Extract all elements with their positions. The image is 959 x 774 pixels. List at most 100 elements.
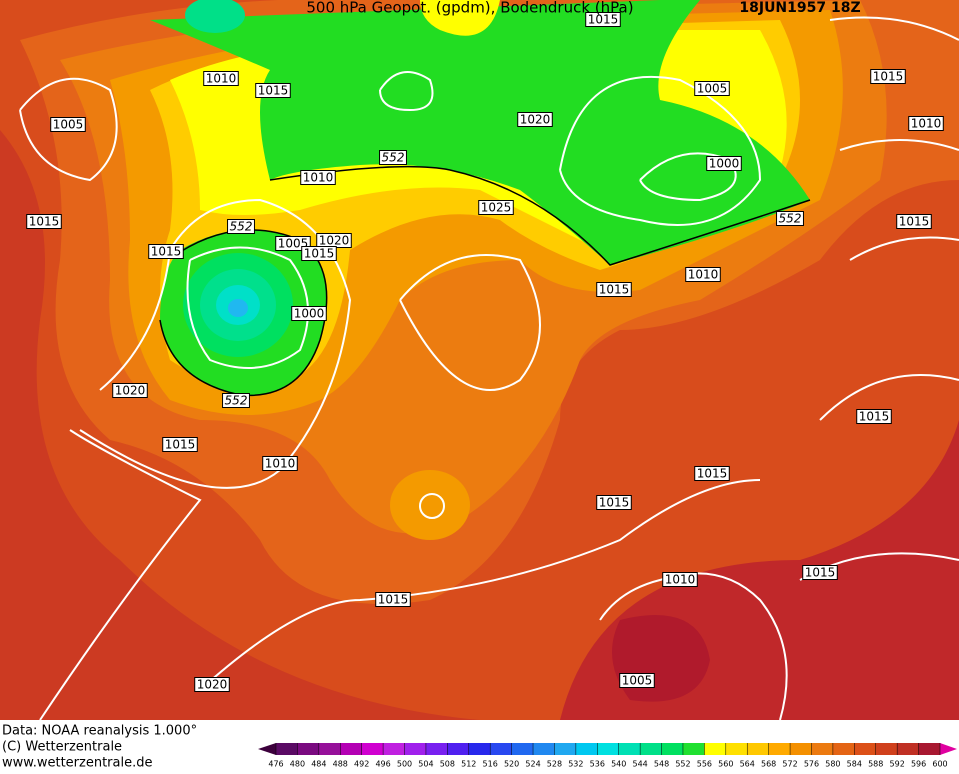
colorbar-swatch — [682, 743, 705, 755]
isobar-label: 1015 — [151, 245, 182, 259]
isobar — [599, 572, 788, 721]
colorbar-label: 504 — [418, 760, 433, 769]
colorbar-swatch — [704, 743, 727, 755]
map-date: 18JUN1957 18Z — [739, 0, 860, 16]
colorbar-swatch — [897, 743, 920, 755]
map-title: 500 hPa Geopot. (gpdm), Bodendruck (hPa) — [306, 0, 633, 17]
footer-source: Data: NOAA reanalysis 1.000° — [2, 724, 197, 739]
label-box — [585, 12, 621, 27]
isobar-label: 1000 — [709, 157, 740, 171]
geopotential-label: 552 — [779, 212, 802, 226]
isobar — [39, 429, 202, 721]
colorbar-swatch — [661, 743, 684, 755]
isobar-label: 1015 — [899, 215, 930, 229]
colorbar-label: 572 — [782, 760, 797, 769]
footer-url[interactable]: www.wetterzentrale.de — [2, 756, 152, 771]
colorbar-label: 500 — [397, 760, 412, 769]
contour-labels: 1015 1010 1015 1005 1015 1005 1020 1010 … — [26, 12, 944, 692]
label-box — [776, 211, 804, 226]
colorbar-swatch — [640, 743, 663, 755]
isobar-label: 1010 — [206, 72, 237, 86]
label-box — [379, 150, 407, 165]
colorbar-swatch — [276, 743, 298, 755]
isobar-label: 1010 — [665, 573, 696, 587]
colorbar-label: 476 — [268, 760, 283, 769]
isobar — [399, 254, 541, 391]
label-box — [596, 495, 632, 510]
isobar-label: 1020 — [197, 678, 228, 692]
label-box — [227, 219, 255, 234]
label-box — [50, 117, 86, 132]
isobar-label: 1010 — [688, 268, 719, 282]
isobar-label: 1020 — [319, 234, 350, 248]
colorbar-label: 524 — [525, 760, 540, 769]
isobar-label: 1005 — [622, 674, 653, 688]
isobar-label: 1015 — [588, 13, 619, 27]
colorbar-label: 512 — [461, 760, 476, 769]
isobar — [79, 198, 352, 489]
geopotential-label: 552 — [225, 394, 248, 408]
colorbar-swatch — [832, 743, 855, 755]
isobar-label: 1020 — [115, 384, 146, 398]
colorbar-swatch — [918, 743, 941, 755]
field — [150, 0, 810, 265]
isobar-label: 1015 — [29, 215, 60, 229]
label-box — [148, 244, 184, 259]
colorbar-label: 580 — [825, 760, 840, 769]
geopotential-label: 552 — [382, 151, 405, 165]
colorbar-swatch — [554, 743, 577, 755]
isobar-label: 1015 — [165, 438, 196, 452]
colorbar-label: 564 — [740, 760, 755, 769]
label-box — [856, 409, 892, 424]
label-box — [112, 383, 148, 398]
colorbar-swatch — [447, 743, 470, 755]
isobar — [186, 246, 309, 369]
label-box — [194, 677, 230, 692]
isobar-label: 1015 — [258, 84, 289, 98]
colorbar-swatch — [725, 743, 748, 755]
colorbar-label: 528 — [547, 760, 562, 769]
isobar — [19, 77, 118, 182]
colorbar-swatch — [511, 743, 534, 755]
isobar-label: 1015 — [304, 247, 335, 261]
colorbar-label: 480 — [290, 760, 305, 769]
colorbar-label: 488 — [333, 760, 348, 769]
colorbar-label: 568 — [761, 760, 776, 769]
label-box — [802, 565, 838, 580]
colorbar-label: 552 — [675, 760, 690, 769]
label-box — [301, 246, 337, 261]
isobar-label: 1015 — [599, 283, 630, 297]
colorbar-label: 484 — [311, 760, 326, 769]
field — [420, 0, 500, 36]
label-box — [291, 306, 327, 321]
isobar — [419, 493, 445, 519]
isobar — [559, 75, 762, 226]
colorbar-label: 588 — [868, 760, 883, 769]
isobar-label: 1020 — [520, 113, 551, 127]
colorbar-swatch — [618, 743, 641, 755]
colorbar-label: 508 — [440, 760, 455, 769]
colorbar-swatch — [597, 743, 620, 755]
isobars — [19, 16, 959, 721]
colorbar-swatch — [490, 743, 513, 755]
colorbar-swatch — [790, 743, 812, 755]
isobar-label: 1005 — [53, 118, 84, 132]
colorbar-swatch — [383, 743, 406, 755]
label-box — [908, 116, 944, 131]
label-box — [26, 214, 62, 229]
label-box — [596, 282, 632, 297]
colorbar-label: 592 — [890, 760, 905, 769]
colorbar-swatch — [875, 743, 898, 755]
isobar — [199, 479, 761, 691]
colorbar-swatch — [533, 743, 555, 755]
geopotential-label: 552 — [230, 220, 253, 234]
label-box — [300, 170, 336, 185]
colorbar-label: 536 — [590, 760, 605, 769]
isobar-label: 1025 — [481, 201, 512, 215]
isobar-label: 1015 — [859, 410, 890, 424]
colorbar-label: 492 — [354, 760, 369, 769]
map: 1015 1010 1015 1005 1015 1005 1020 1010 … — [0, 0, 959, 721]
label-box — [619, 673, 655, 688]
colorbar-label: 520 — [504, 760, 519, 769]
colorbar-label: 576 — [804, 760, 819, 769]
